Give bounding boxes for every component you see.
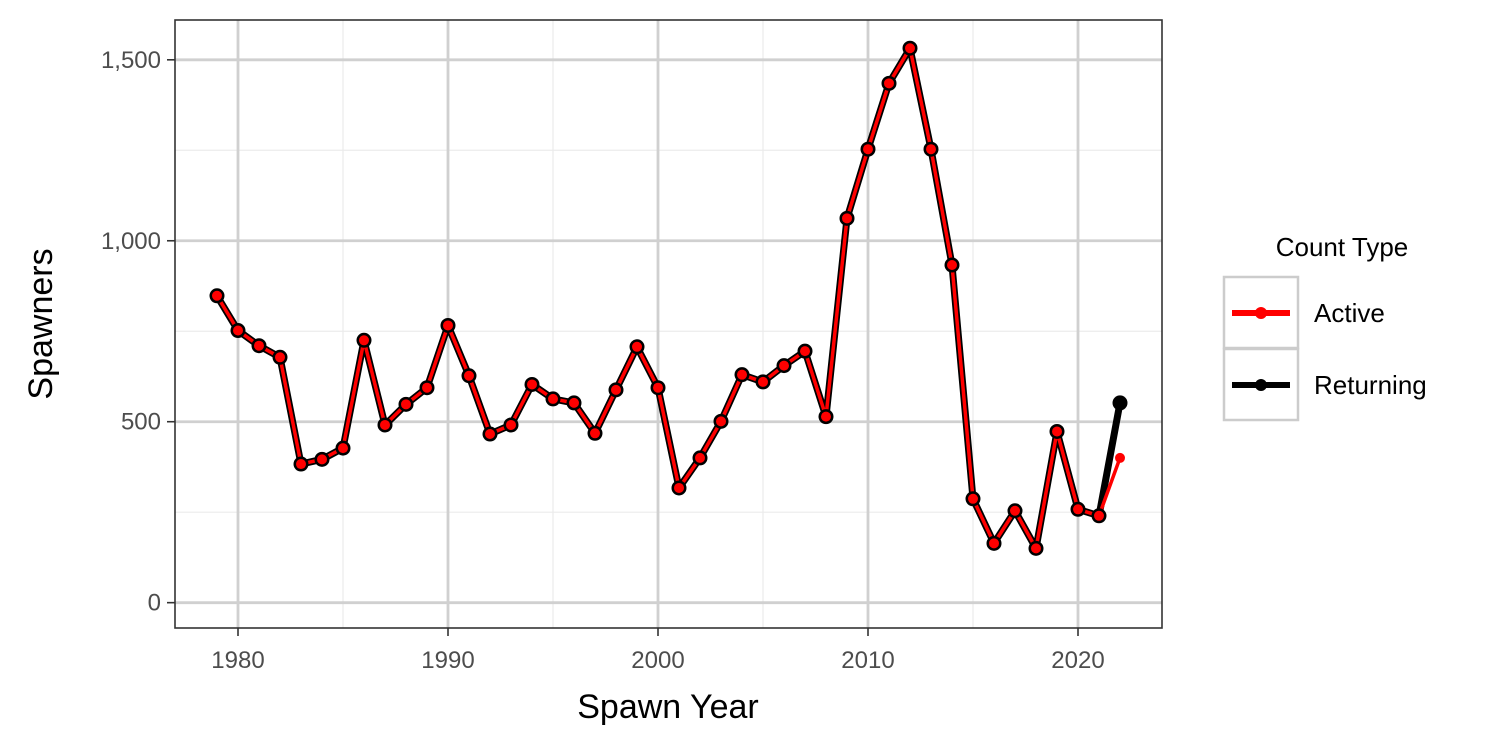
- data-point-active: [1115, 452, 1125, 463]
- data-point-active: [317, 454, 327, 465]
- data-point-active: [1094, 510, 1104, 521]
- y-tick-label: 500: [121, 409, 161, 436]
- legend-title: Count Type: [1276, 232, 1409, 262]
- grid-minor: [175, 20, 1162, 628]
- panel-border: [174, 19, 1163, 629]
- data-point-active: [422, 382, 432, 393]
- data-point-active: [800, 346, 810, 357]
- data-point-active: [1031, 543, 1041, 554]
- legend: Count Type Active Returning: [1222, 232, 1427, 422]
- data-point-active: [275, 352, 285, 363]
- data-point-active: [737, 369, 747, 380]
- data-point-active: [632, 341, 642, 352]
- x-tick-label: 1980: [211, 647, 264, 674]
- data-point-active: [842, 213, 852, 224]
- legend-label-active: Active: [1314, 298, 1385, 328]
- data-point-active: [527, 379, 537, 390]
- legend-key-point-active: [1255, 307, 1267, 319]
- x-tick-label: 2020: [1051, 647, 1104, 674]
- data-point-returning: [1112, 395, 1128, 411]
- data-point-active: [758, 376, 768, 387]
- data-point-active: [674, 482, 684, 493]
- data-point-active: [1052, 426, 1062, 437]
- data-point-active: [653, 382, 663, 393]
- data-point-active: [779, 360, 789, 371]
- data-point-active: [1073, 504, 1083, 515]
- series-points: [209, 40, 1128, 556]
- data-point-active: [548, 393, 558, 404]
- data-point-active: [212, 290, 222, 301]
- x-axis: 1980 1990 2000 2010 2020: [211, 628, 1105, 674]
- legend-key-point-returning: [1255, 379, 1267, 391]
- data-point-active: [989, 538, 999, 549]
- data-point-active: [359, 335, 369, 346]
- data-point-active: [821, 411, 831, 422]
- y-tick-label: 1,500: [101, 47, 161, 74]
- data-point-active: [611, 384, 621, 395]
- data-point-active: [443, 320, 453, 331]
- data-point-active: [968, 493, 978, 504]
- data-point-active: [401, 399, 411, 410]
- data-point-active: [464, 370, 474, 381]
- x-axis-title: Spawn Year: [577, 688, 759, 726]
- series-lines: [213, 44, 1124, 552]
- y-tick-label: 0: [148, 590, 161, 617]
- x-tick-label: 2000: [631, 647, 684, 674]
- data-point-active: [569, 397, 579, 408]
- data-point-active: [380, 419, 390, 430]
- data-point-active: [884, 78, 894, 89]
- data-point-active: [716, 416, 726, 427]
- data-point-active: [233, 325, 243, 336]
- data-point-active: [296, 459, 306, 470]
- data-point-active: [506, 419, 516, 430]
- y-axis-title: Spawners: [22, 248, 60, 399]
- data-point-active: [1010, 505, 1020, 516]
- panel-background: [175, 20, 1162, 628]
- y-tick-label: 1,000: [101, 228, 161, 255]
- x-tick-label: 2010: [841, 647, 894, 674]
- data-point-active: [905, 43, 915, 54]
- data-point-active: [695, 452, 705, 463]
- data-point-active: [926, 144, 936, 155]
- data-point-active: [590, 428, 600, 439]
- series-line-active: [215, 46, 1122, 551]
- y-axis: 0 500 1,000 1,500: [101, 47, 175, 617]
- legend-label-returning: Returning: [1314, 370, 1427, 400]
- x-tick-label: 1990: [421, 647, 474, 674]
- data-point-active: [863, 144, 873, 155]
- data-point-active: [947, 260, 957, 271]
- data-point-active: [338, 443, 348, 454]
- data-point-active: [254, 340, 264, 351]
- data-point-active: [485, 429, 495, 440]
